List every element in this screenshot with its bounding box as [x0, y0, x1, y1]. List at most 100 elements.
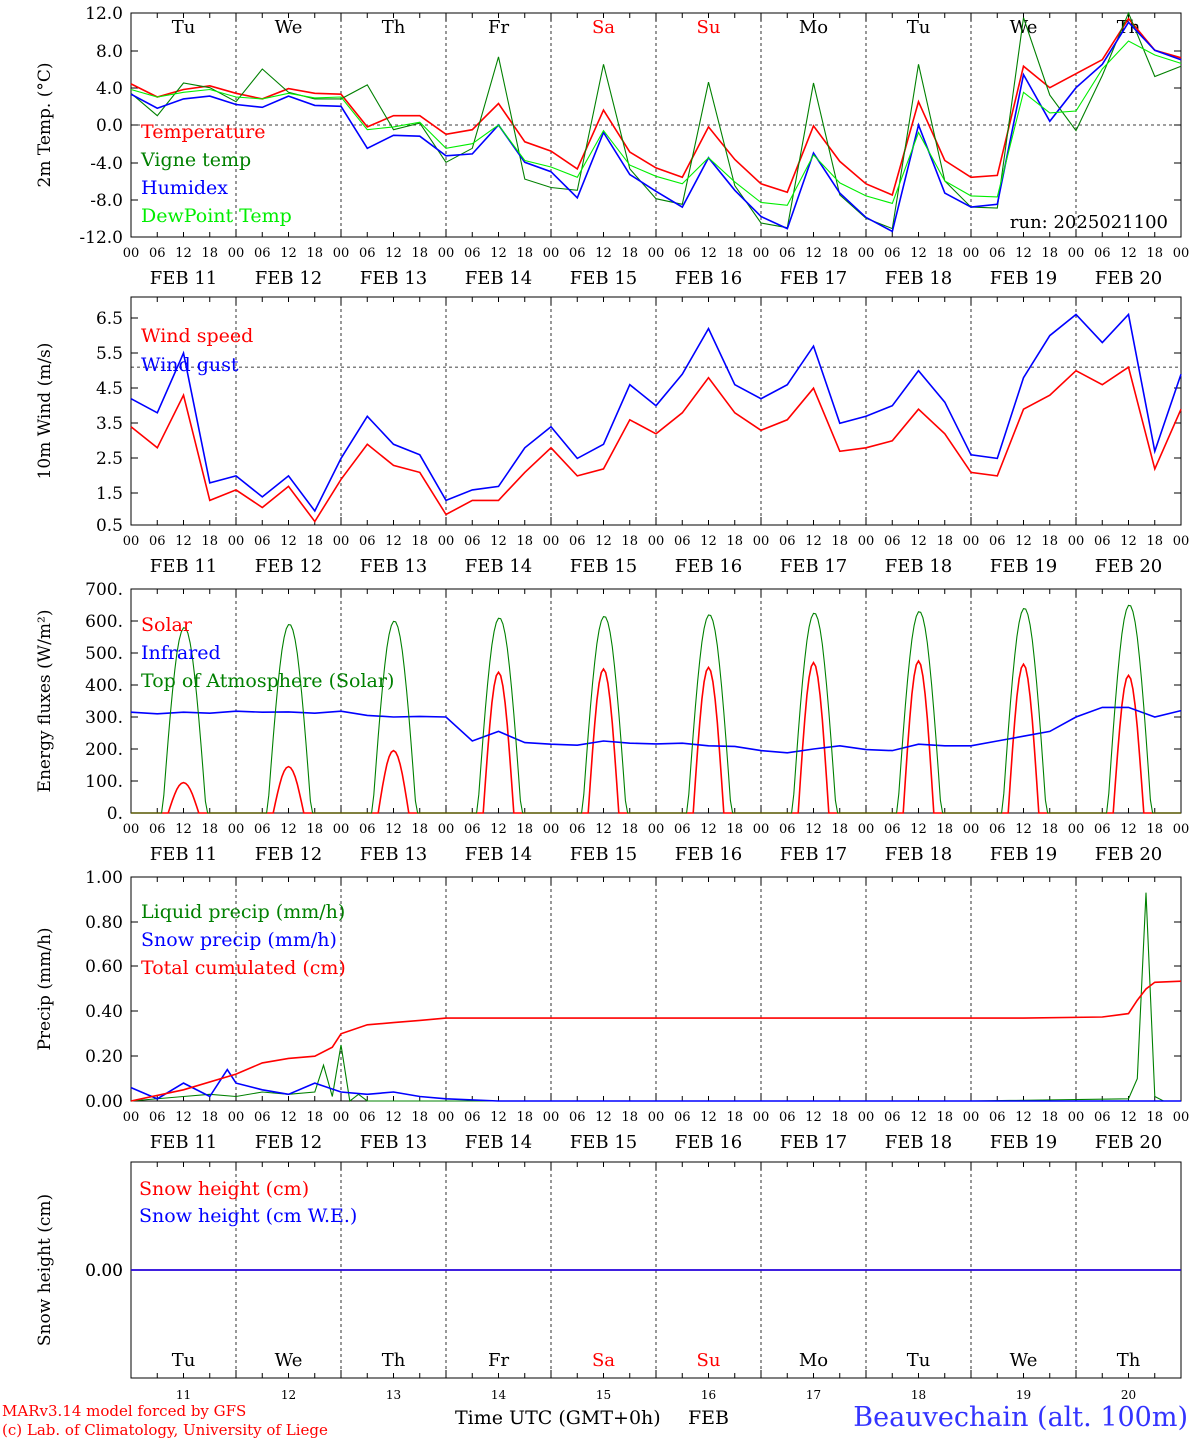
hour-tick-label: 06 [254, 822, 271, 837]
hour-tick-label: 18 [306, 534, 323, 549]
hour-tick-label: 12 [910, 822, 927, 837]
y-tick-label: 12.0 [85, 4, 123, 24]
hour-tick-label: 12 [1015, 246, 1032, 261]
date-label: FEB 19 [990, 556, 1057, 577]
legend-entry: Total cumulated (cm) [141, 957, 346, 979]
hour-tick-label: 06 [1094, 246, 1111, 261]
hour-tick-label: 00 [1068, 822, 1085, 837]
hour-tick-label: 18 [936, 1110, 953, 1125]
hour-tick-label: 12 [595, 246, 612, 261]
hour-tick-label: 06 [884, 1110, 901, 1125]
y-tick-label: 0.00 [85, 1261, 123, 1281]
date-label: FEB 14 [465, 1132, 532, 1153]
panel-1: 12.0 8.0 4.0 0.0 -4.0 -8.0 -12.0 2m Temp. (°C) 0… [35, 4, 1189, 289]
series-line [130, 312, 1182, 513]
y-tick-label: 0.00 [85, 1261, 123, 1281]
y-tick-label: 0.40 [85, 1002, 123, 1022]
legend-entry: Snow precip (mm/h) [141, 929, 337, 951]
hour-tick-label: 18 [516, 534, 533, 549]
hour-tick-label: 06 [149, 534, 166, 549]
date-label: FEB 12 [255, 1132, 322, 1153]
day-number-label: 11 [176, 1388, 191, 1402]
hour-tick-label: 18 [831, 822, 848, 837]
date-label: FEB 11 [150, 268, 217, 289]
hour-tick-label: 00 [963, 534, 980, 549]
date-label: FEB 12 [255, 844, 322, 865]
hour-tick-label: 00 [543, 1110, 560, 1125]
hour-tick-label: 18 [306, 246, 323, 261]
hour-tick-label: 18 [936, 534, 953, 549]
hour-tick-label: 12 [700, 534, 717, 549]
weekday-label: Th [1117, 1350, 1141, 1371]
day-number-label: 17 [806, 1388, 821, 1402]
hour-tick-label: 06 [989, 534, 1006, 549]
hour-tick-label: 12 [1015, 1110, 1032, 1125]
hour-tick-label: 00 [123, 1110, 140, 1125]
hour-tick-label: 06 [884, 246, 901, 261]
date-label: FEB 18 [885, 844, 952, 865]
hour-tick-label: 00 [123, 822, 140, 837]
hour-tick-label: 00 [1068, 1110, 1085, 1125]
date-label: FEB 17 [780, 268, 847, 289]
hour-tick-label: 06 [359, 822, 376, 837]
series-line [130, 1068, 1181, 1102]
model-credit: MARv3.14 model forced by GFS [2, 1402, 247, 1420]
series-line [131, 604, 1181, 814]
hour-tick-label: 18 [726, 1110, 743, 1125]
weekday-label: Mo [799, 1350, 828, 1371]
hour-tick-label: 12 [175, 534, 192, 549]
hour-tick-label: 12 [385, 246, 402, 261]
y-tick-label: 700. [85, 580, 123, 600]
hour-tick-label: 06 [989, 822, 1006, 837]
hour-tick-label: 00 [543, 246, 560, 261]
legend-entry: Solar [141, 614, 193, 636]
y-tick-label: 100. [85, 772, 123, 792]
hour-tick-label: 12 [175, 246, 192, 261]
day-number-label: 12 [281, 1388, 296, 1402]
date-label: FEB 20 [1095, 1132, 1162, 1153]
y-tick-label: 400. [85, 676, 123, 696]
hour-tick-label: 00 [438, 534, 455, 549]
weekday-label: We [1010, 1350, 1038, 1371]
y-tick-label: 0.00 [85, 1092, 123, 1112]
hour-tick-label: 00 [648, 1110, 665, 1125]
hour-tick-label: 06 [989, 246, 1006, 261]
hour-tick-label: 00 [648, 822, 665, 837]
hour-tick-label: 18 [621, 822, 638, 837]
y-tick-label: 300. [85, 708, 123, 728]
y-tick-label: 8.0 [96, 42, 123, 62]
hour-tick-label: 18 [1146, 822, 1163, 837]
hour-tick-label: 12 [1120, 822, 1137, 837]
hour-tick-label: 18 [726, 246, 743, 261]
date-label: FEB 19 [990, 1132, 1057, 1153]
hour-tick-label: 00 [858, 246, 875, 261]
hour-tick-label: 06 [779, 822, 796, 837]
weekday-label: Th [382, 1350, 406, 1371]
y-tick-label: -4.0 [90, 154, 123, 174]
date-label: FEB 19 [990, 844, 1057, 865]
hour-tick-label: 12 [385, 1110, 402, 1125]
run-label: run: 2025021100 [1010, 212, 1168, 233]
hour-tick-label: 12 [805, 1110, 822, 1125]
hour-tick-label: 06 [359, 534, 376, 549]
day-number-label: 19 [1016, 1388, 1031, 1402]
weekday-label: Tu [172, 17, 196, 38]
weekday-label: Su [697, 17, 721, 38]
date-label: FEB 14 [465, 844, 532, 865]
day-number-label: 15 [596, 1388, 611, 1402]
hour-tick-label: 18 [621, 1110, 638, 1125]
hour-tick-label: 06 [1094, 534, 1111, 549]
legend-entry: Infrared [141, 642, 221, 664]
date-label: FEB 11 [150, 844, 217, 865]
y-tick-label: 6.5 [96, 309, 123, 329]
hour-tick-label: 18 [936, 822, 953, 837]
weekday-label: Th [382, 17, 406, 38]
hour-tick-label: 12 [280, 822, 297, 837]
hour-tick-label: 18 [411, 534, 428, 549]
hour-tick-label: 12 [595, 534, 612, 549]
hour-tick-label: 18 [411, 1110, 428, 1125]
hour-tick-label: 00 [438, 246, 455, 261]
hour-tick-label: 00 [1173, 822, 1190, 837]
hour-tick-label: 18 [516, 1110, 533, 1125]
hour-tick-label: 06 [149, 246, 166, 261]
